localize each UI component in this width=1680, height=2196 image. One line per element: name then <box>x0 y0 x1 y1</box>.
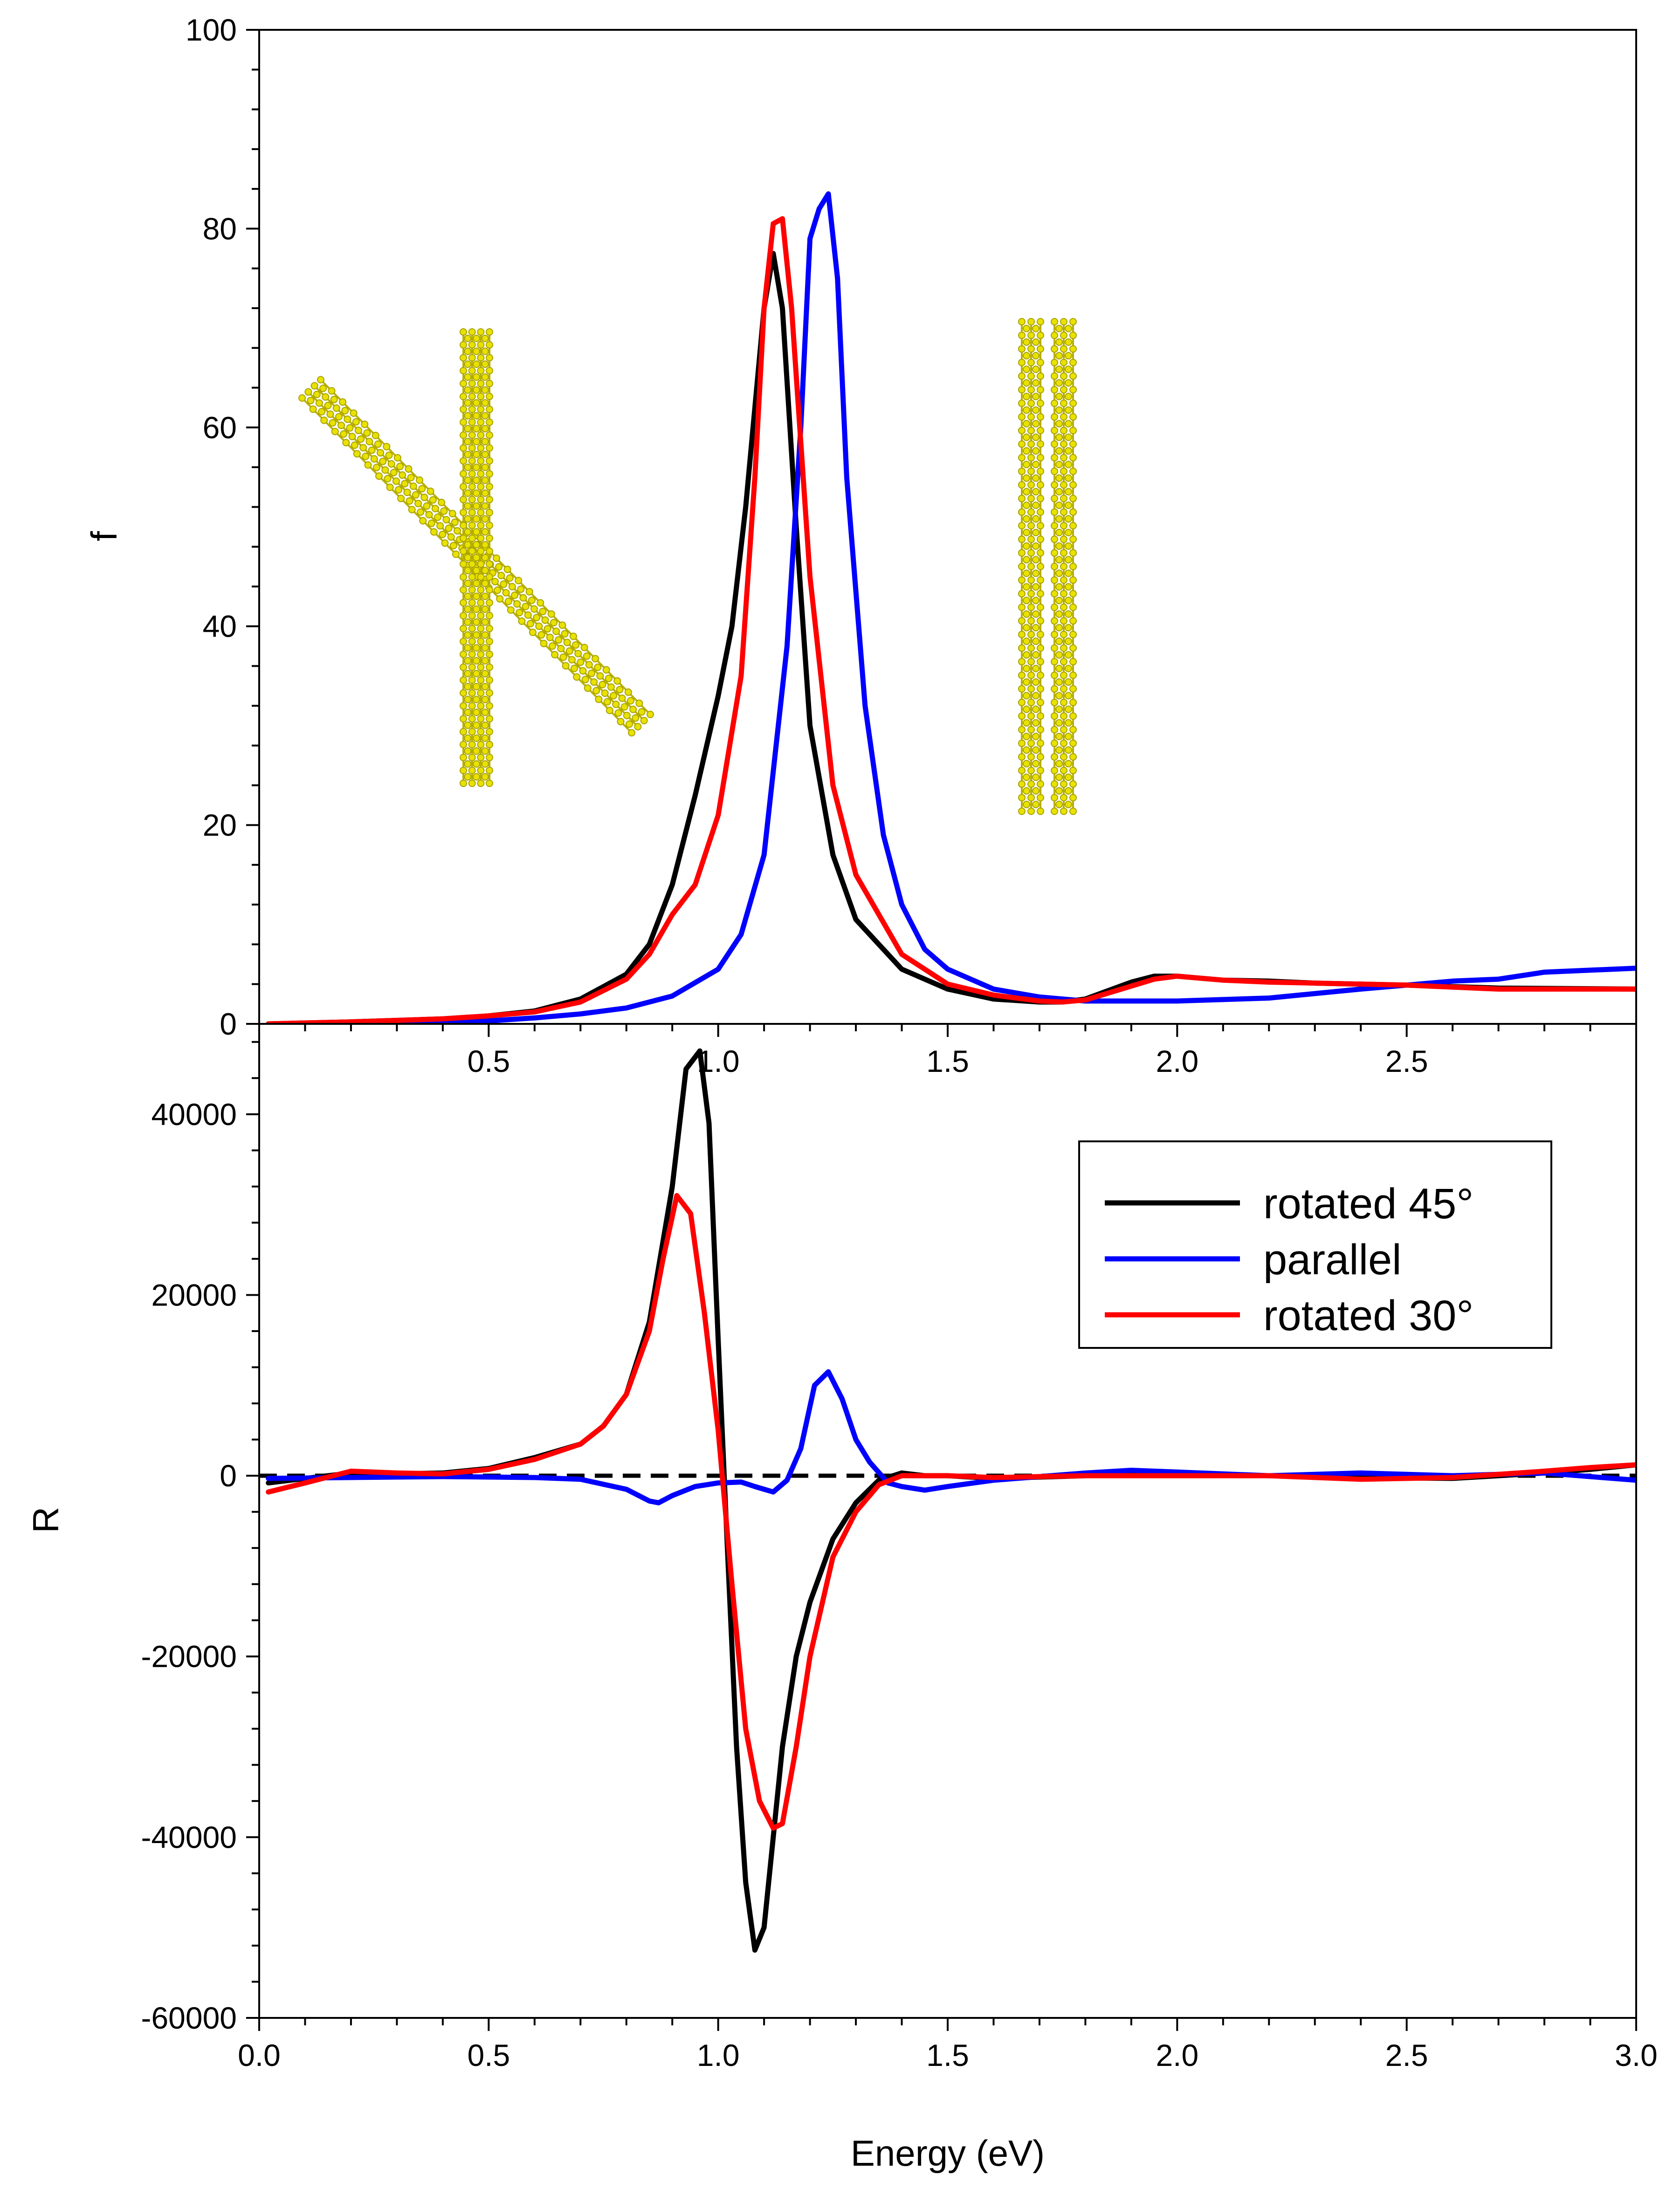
top-y-tick-label: 40 <box>203 609 237 643</box>
x-axis-title: Energy (eV) <box>851 2133 1045 2174</box>
top-x-tick-label: 1.5 <box>926 1044 969 1078</box>
bottom-x-tick-label: 0.5 <box>467 2038 510 2072</box>
bottom-x-tick-label: 1.0 <box>697 2038 740 2072</box>
panel-rotatory-strength: -60000 -40000 -20000 0 20000 40000 0.0 0.5 1.0 1.… <box>25 1023 1658 2174</box>
bottom-y-tick-label: -60000 <box>141 2001 237 2035</box>
legend-label: parallel <box>1263 1236 1402 1284</box>
bottom-x-tick-label: 1.5 <box>926 2038 969 2072</box>
crossed-nanotubes-inset-image <box>298 328 654 787</box>
top-x-tick-label: 2.5 <box>1385 1044 1428 1078</box>
bottom-y-tick-label: -40000 <box>141 1820 237 1854</box>
top-x-tick-label: 0.5 <box>467 1044 510 1078</box>
top-series-parallel-line <box>266 191 1636 1024</box>
top-x-tick-label: 2.0 <box>1156 1044 1198 1078</box>
bottom-x-tick-label: 0.0 <box>238 2038 281 2072</box>
top-y-tick-label: 20 <box>203 808 237 842</box>
legend-label: rotated 30° <box>1263 1292 1473 1340</box>
bottom-y-tick-label: 0 <box>220 1458 237 1493</box>
bottom-series-rotated-30-line <box>266 1193 1636 1831</box>
legend: rotated 45° parallel rotated 30° <box>1078 1140 1552 1349</box>
legend-label: rotated 45° <box>1263 1180 1473 1228</box>
parallel-nanotubes-inset-image <box>1018 318 1077 815</box>
bottom-x-tick-label: 3.0 <box>1615 2038 1658 2072</box>
bottom-y-tick-label: 20000 <box>151 1278 237 1312</box>
bottom-series-parallel-line <box>266 1369 1636 1505</box>
bottom-x-tick-label: 2.5 <box>1385 2038 1428 2072</box>
top-y-axis-title: f <box>83 531 124 541</box>
top-series-rotated-30-line <box>266 216 1636 1024</box>
top-y-tick-label: 60 <box>203 410 237 445</box>
bottom-y-tick-label: -20000 <box>141 1639 237 1674</box>
bottom-y-axis-title: R <box>25 1507 66 1533</box>
bottom-x-tick-label: 2.0 <box>1156 2038 1198 2072</box>
top-y-tick-label: 80 <box>203 211 237 246</box>
top-y-tick-label: 0 <box>220 1007 237 1041</box>
bottom-y-tick-label: 40000 <box>151 1097 237 1132</box>
top-y-tick-label: 100 <box>186 13 237 47</box>
